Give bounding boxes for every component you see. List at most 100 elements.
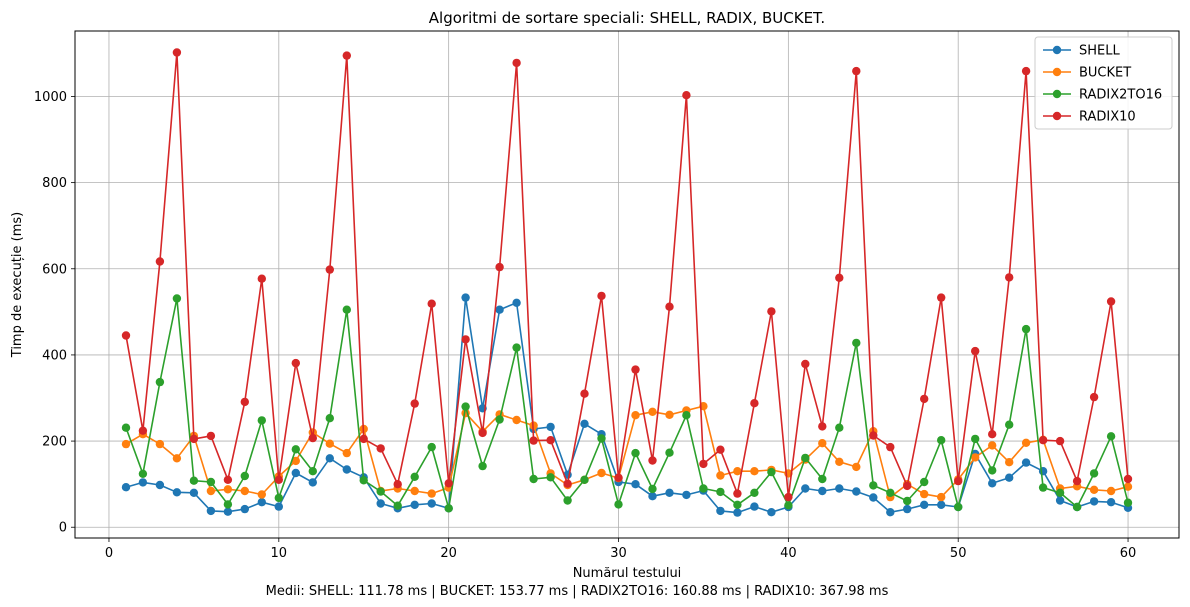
data-point <box>274 502 283 511</box>
data-point <box>665 302 674 311</box>
data-point <box>342 305 351 314</box>
data-point <box>818 474 827 484</box>
data-point <box>427 442 436 452</box>
data-point <box>478 461 487 471</box>
data-point <box>1005 420 1014 429</box>
data-point <box>206 506 216 516</box>
data-point <box>733 467 742 476</box>
y-tick-label: 200 <box>42 435 67 450</box>
data-point <box>325 414 334 423</box>
data-point <box>699 484 708 493</box>
y-tick-label: 800 <box>42 176 67 191</box>
data-point <box>801 484 810 493</box>
data-point <box>529 474 538 484</box>
legend-label: RADIX2TO16 <box>1079 88 1162 103</box>
data-point <box>257 498 266 507</box>
data-point <box>971 434 980 444</box>
series-line <box>125 297 1129 510</box>
legend-box <box>1034 36 1173 130</box>
data-point <box>155 439 165 449</box>
data-point <box>427 299 436 308</box>
data-point <box>563 479 572 488</box>
data-point <box>308 467 317 476</box>
data-point <box>512 343 521 352</box>
data-point <box>121 483 131 492</box>
data-point <box>172 454 182 463</box>
data-point <box>835 423 844 432</box>
data-point <box>1005 273 1014 282</box>
data-point <box>818 439 827 448</box>
data-point <box>937 293 946 302</box>
data-point <box>189 476 199 485</box>
data-point <box>1021 438 1031 447</box>
data-point <box>903 504 912 514</box>
data-point <box>1072 502 1082 512</box>
series-radix2to16 <box>121 294 1133 513</box>
data-point <box>121 439 131 449</box>
x-tick-label: 60 <box>1120 546 1137 561</box>
data-point <box>172 48 182 57</box>
data-point <box>325 265 334 274</box>
data-point <box>733 489 742 498</box>
data-point <box>852 462 861 472</box>
data-point <box>461 293 470 302</box>
data-point <box>699 459 708 469</box>
data-point <box>920 489 929 499</box>
data-point <box>648 484 657 494</box>
data-point <box>988 430 997 439</box>
data-point <box>835 457 844 466</box>
data-point <box>988 441 997 450</box>
data-point <box>1123 474 1133 484</box>
data-point <box>546 473 555 482</box>
x-tick-label: 10 <box>271 546 288 561</box>
data-point <box>291 456 300 466</box>
data-point <box>784 501 793 510</box>
data-point <box>206 431 216 441</box>
data-point <box>886 488 895 497</box>
legend-marker <box>1052 45 1062 55</box>
data-point <box>376 444 385 453</box>
legend: SHELL BUCKET RADIX2TO16 RADIX10 <box>1034 36 1173 130</box>
legend-marker <box>1052 67 1062 77</box>
data-point <box>614 473 623 482</box>
data-point <box>155 480 165 490</box>
data-point <box>1106 486 1116 496</box>
data-point <box>461 402 470 411</box>
data-point <box>869 481 878 490</box>
series-lines <box>121 48 1133 517</box>
data-point <box>767 307 776 316</box>
data-point <box>920 394 929 404</box>
data-point <box>597 291 606 301</box>
data-point <box>937 492 946 502</box>
data-point <box>427 489 436 498</box>
data-point <box>495 262 504 272</box>
data-point <box>835 484 844 493</box>
data-point <box>240 504 249 514</box>
data-point <box>546 436 555 445</box>
data-point <box>1021 458 1031 467</box>
data-point <box>954 502 963 512</box>
data-point <box>1038 483 1048 492</box>
data-point <box>291 445 300 454</box>
data-point <box>1005 473 1014 482</box>
data-point <box>750 467 759 476</box>
legend-marker <box>1052 89 1062 99</box>
data-point <box>597 468 606 478</box>
data-point <box>308 433 317 443</box>
data-point <box>580 419 589 428</box>
data-point <box>937 500 946 509</box>
data-point <box>444 479 453 488</box>
data-point <box>376 487 385 496</box>
data-point <box>1038 436 1048 445</box>
data-point <box>1005 458 1014 467</box>
data-point <box>801 359 810 369</box>
data-point <box>716 487 725 497</box>
data-point <box>240 486 249 496</box>
data-point <box>886 442 895 452</box>
data-point <box>631 480 640 489</box>
data-point <box>223 500 233 509</box>
x-tick-label: 40 <box>780 546 797 561</box>
series-line <box>125 51 1129 498</box>
data-point <box>682 490 691 500</box>
